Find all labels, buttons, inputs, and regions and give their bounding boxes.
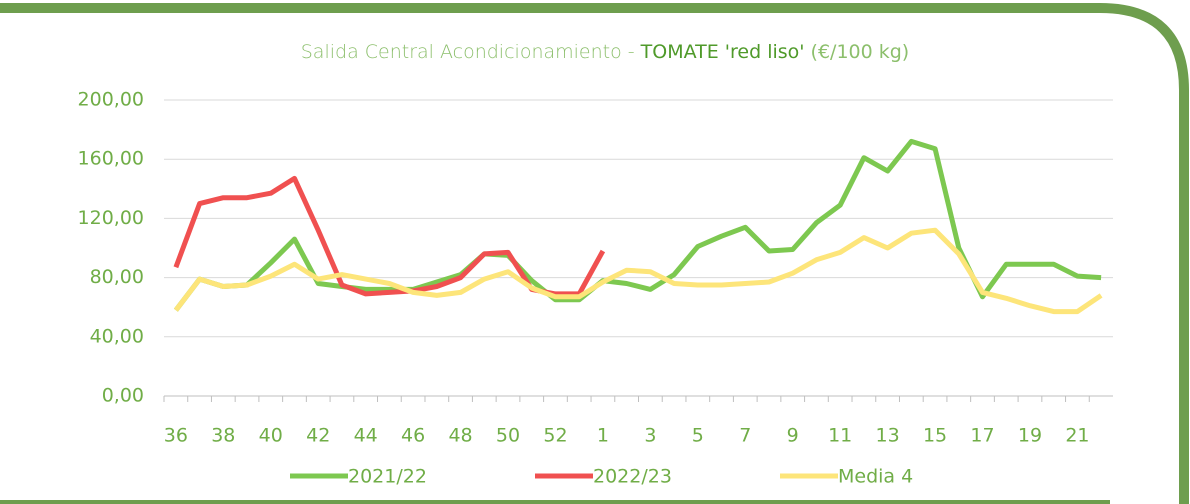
line-series bbox=[173, 227, 1103, 315]
y-tick-label: 200,00 bbox=[78, 89, 144, 111]
x-tick-label: 50 bbox=[496, 425, 520, 447]
x-tick-label: 11 bbox=[828, 425, 852, 447]
x-tick-label: 40 bbox=[259, 425, 283, 447]
y-tick-label: 40,00 bbox=[90, 325, 144, 347]
title-part: TOMATE 'red liso' bbox=[640, 41, 805, 63]
x-tick-label: 44 bbox=[354, 425, 378, 447]
x-tick-label: 15 bbox=[923, 425, 947, 447]
x-tick-label: 42 bbox=[306, 425, 330, 447]
legend-label: 2021/22 bbox=[348, 466, 427, 488]
line-series bbox=[173, 138, 1102, 312]
x-tick-label: 46 bbox=[401, 425, 425, 447]
x-tick-label: 7 bbox=[739, 425, 751, 447]
y-tick-label: 0,00 bbox=[102, 385, 144, 407]
y-tick-label: 160,00 bbox=[78, 148, 144, 170]
x-tick-label: 9 bbox=[787, 425, 799, 447]
x-tick-label: 1 bbox=[597, 425, 609, 447]
x-tick-label: 3 bbox=[644, 425, 656, 447]
chart-title: Salida Central Acondicionamiento - TOMAT… bbox=[301, 41, 909, 63]
x-tick-label: 38 bbox=[211, 425, 235, 447]
y-tick-label: 120,00 bbox=[78, 207, 144, 229]
x-tick-label: 52 bbox=[543, 425, 567, 447]
line-series bbox=[173, 175, 606, 297]
x-tick-label: 21 bbox=[1065, 425, 1089, 447]
title-part: Salida Central Acondicionamiento - bbox=[301, 41, 641, 63]
y-tick-label: 80,00 bbox=[90, 266, 144, 288]
x-tick-label: 5 bbox=[692, 425, 704, 447]
x-tick-label: 36 bbox=[164, 425, 188, 447]
title-part: (€/100 kg) bbox=[805, 41, 910, 63]
x-tick-label: 13 bbox=[876, 425, 900, 447]
legend-label: Media 4 bbox=[838, 466, 913, 488]
x-tick-label: 17 bbox=[970, 425, 994, 447]
legend-label: 2022/23 bbox=[593, 466, 672, 488]
x-tick-label: 48 bbox=[448, 425, 472, 447]
x-tick-label: 19 bbox=[1018, 425, 1042, 447]
